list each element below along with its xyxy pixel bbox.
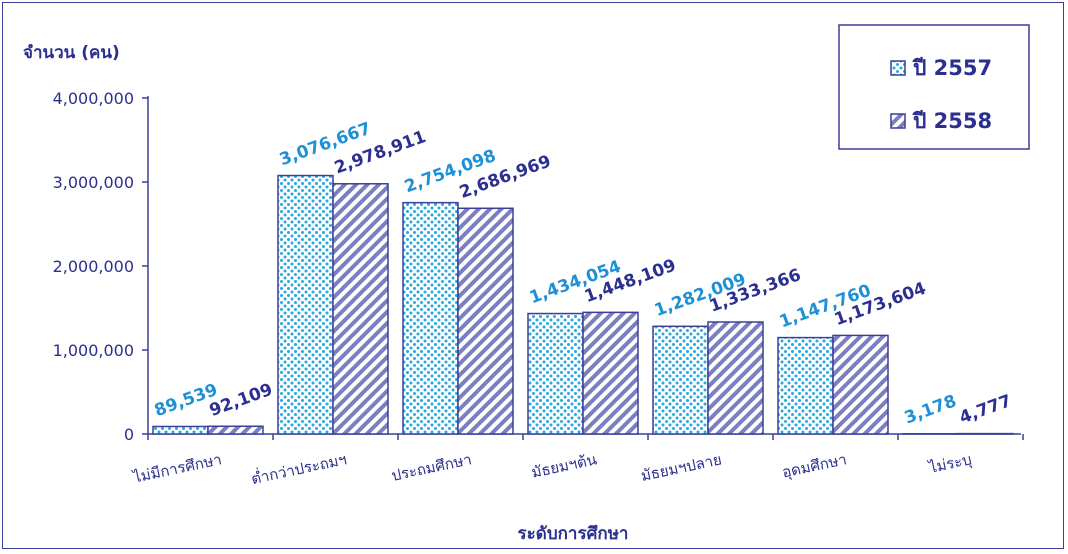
category-label: ไม่มีการศึกษา — [131, 450, 224, 486]
bar-2558 — [583, 312, 638, 434]
bar-2558 — [458, 208, 513, 434]
y-axis: 0 1,000,000 2,000,000 3,000,000 4,000,000 — [53, 89, 148, 444]
bar-2558 — [833, 335, 888, 434]
bar-2557 — [653, 326, 708, 434]
legend-swatch-2558 — [891, 114, 905, 128]
category-label: ไม่ระบุ — [926, 450, 973, 478]
bar-chart: จำนวน (คน) ระดับการศึกษา 0 1,000,000 2,000… — [3, 3, 1065, 550]
value-label-2558: 92,109 — [207, 380, 275, 421]
category-label: อุดมศึกษา — [780, 450, 848, 482]
bar-2558 — [208, 426, 263, 434]
category-label: มัธยมฯปลาย — [639, 450, 723, 485]
bar-2557 — [153, 426, 208, 434]
value-label-2558: 4,777 — [957, 391, 1014, 428]
legend-label-2558: ปี 2558 — [911, 109, 992, 133]
x-axis-title: ระดับการศึกษา — [518, 524, 629, 544]
y-tick-label: 0 — [124, 425, 134, 444]
bar-2557 — [778, 338, 833, 434]
bar-2557 — [278, 176, 333, 434]
value-label-2557: 3,178 — [902, 391, 959, 428]
category-labels-group: ไม่มีการศึกษา ต่ำกว่าประถมฯ ประถมศึกษา มัธย… — [131, 448, 974, 488]
bar-2558 — [708, 322, 763, 434]
y-tick-label: 4,000,000 — [53, 89, 134, 108]
legend-label-2557: ปี 2557 — [911, 56, 992, 80]
legend: ปี 2557 ปี 2558 — [839, 25, 1029, 149]
category-label: ต่ำกว่าประถมฯ — [249, 448, 348, 488]
y-tick-label: 1,000,000 — [53, 341, 134, 360]
category-label: มัธยมฯต้น — [530, 450, 598, 481]
y-tick-label: 3,000,000 — [53, 173, 134, 192]
category-label: ประถมศึกษา — [390, 450, 473, 485]
y-tick-label: 2,000,000 — [53, 257, 134, 276]
bar-2557 — [528, 314, 583, 434]
legend-swatch-2557 — [891, 61, 905, 75]
bar-2558 — [333, 184, 388, 434]
bar-2557 — [403, 203, 458, 434]
x-axis — [148, 434, 1023, 440]
y-axis-title: จำนวน (คน) — [23, 43, 120, 63]
